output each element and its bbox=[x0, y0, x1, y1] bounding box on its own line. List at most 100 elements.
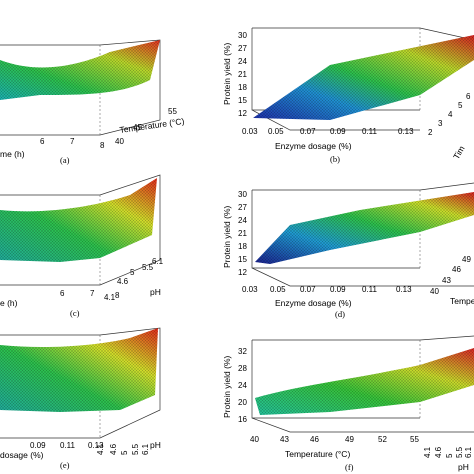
y-tick: 43 bbox=[442, 276, 451, 285]
x-tick: 0.11 bbox=[60, 441, 76, 450]
panel-c: 6 7 8 4.1 4.6 5 5.5 6.1 pH e (h) (c) bbox=[0, 174, 164, 318]
z-tick: 24 bbox=[238, 216, 247, 225]
x-tick: 0.07 bbox=[300, 127, 316, 136]
y-tick: 4.6 bbox=[109, 443, 118, 455]
x-tick: 0.09 bbox=[30, 441, 46, 450]
z-tick: 12 bbox=[238, 109, 247, 118]
x-tick: 7 bbox=[90, 289, 95, 298]
x-tick: 0.13 bbox=[88, 441, 104, 450]
z-tick: 21 bbox=[238, 229, 247, 238]
z-tick: 27 bbox=[238, 44, 247, 53]
z-tick: 32 bbox=[238, 347, 247, 356]
z-axis-label: Protein yield (%) bbox=[222, 205, 232, 268]
x-axis-label: e (h) bbox=[0, 298, 18, 308]
y-tick: 4.6 bbox=[117, 277, 129, 286]
z-tick: 30 bbox=[238, 31, 247, 40]
panel-label: (e) bbox=[60, 460, 70, 470]
panel-d: 30 27 24 21 18 15 12 Protein yield (%) 0… bbox=[222, 182, 474, 319]
x-tick: 6 bbox=[60, 289, 65, 298]
z-tick: 15 bbox=[238, 255, 247, 264]
y-tick: 46 bbox=[452, 265, 461, 274]
x-tick: 0.07 bbox=[300, 285, 316, 294]
z-tick: 18 bbox=[238, 242, 247, 251]
y-tick: 5.5 bbox=[455, 446, 464, 458]
y-tick: 40 bbox=[115, 137, 124, 146]
x-axis-label: Enzyme dosage (%) bbox=[275, 141, 352, 151]
panel-b: 30 27 24 21 18 15 12 Protein yield (%) 0… bbox=[222, 27, 474, 164]
x-axis-label: me (h) bbox=[0, 149, 25, 159]
y-tick: 49 bbox=[462, 255, 471, 264]
y-axis-label: pH bbox=[458, 462, 469, 472]
y-tick: 6.1 bbox=[152, 257, 164, 266]
z-tick: 30 bbox=[238, 190, 247, 199]
panel-label: (d) bbox=[335, 309, 345, 319]
y-axis-label: Temperature (°C) bbox=[119, 116, 185, 135]
x-tick: 0.11 bbox=[362, 127, 378, 136]
panel-label: (c) bbox=[70, 308, 80, 318]
x-tick: 55 bbox=[410, 435, 419, 444]
y-tick: 6.1 bbox=[141, 443, 150, 455]
x-tick: 8 bbox=[100, 141, 105, 150]
x-tick: 0.05 bbox=[268, 127, 284, 136]
x-tick: 0.09 bbox=[330, 285, 346, 294]
x-tick: 0.13 bbox=[396, 285, 412, 294]
z-axis-label: Protein yield (%) bbox=[222, 355, 232, 418]
x-tick: 40 bbox=[250, 435, 259, 444]
y-tick: 5 bbox=[445, 453, 454, 458]
z-tick: 12 bbox=[238, 268, 247, 277]
z-axis-label: Protein yield (%) bbox=[222, 42, 232, 105]
x-tick: 0.09 bbox=[330, 127, 346, 136]
y-tick: 4.1 bbox=[96, 443, 105, 455]
y-tick: 55 bbox=[168, 107, 177, 116]
x-tick: 43 bbox=[280, 435, 289, 444]
x-tick: 0.03 bbox=[242, 285, 258, 294]
x-tick: 0.05 bbox=[270, 285, 286, 294]
y-tick: 40 bbox=[430, 287, 439, 296]
panel-label: (a) bbox=[60, 155, 70, 165]
y-axis-label: Tim bbox=[451, 144, 467, 161]
y-tick: 6.1 bbox=[464, 446, 473, 458]
panel-e: 0.09 0.11 0.13 4.1 4.6 5 5.5 6.1 pH dosa… bbox=[0, 327, 161, 470]
y-tick: 4.6 bbox=[434, 446, 443, 458]
y-axis-label: pH bbox=[150, 287, 161, 297]
x-tick: 0.11 bbox=[362, 285, 378, 294]
x-tick: 52 bbox=[378, 435, 387, 444]
z-tick: 28 bbox=[238, 364, 247, 373]
x-tick: 8 bbox=[115, 291, 120, 300]
panel-f: 32 28 24 20 16 Protein yield (%) 40 43 4… bbox=[222, 335, 474, 472]
x-axis-label: Enzyme dosage (%) bbox=[275, 298, 352, 308]
y-tick: 5 bbox=[458, 101, 463, 110]
y-tick: 5.5 bbox=[131, 443, 140, 455]
x-tick: 0.03 bbox=[242, 127, 258, 136]
x-tick: 46 bbox=[310, 435, 319, 444]
y-axis-label: Tempe bbox=[450, 296, 474, 306]
z-tick: 15 bbox=[238, 96, 247, 105]
y-tick: 4 bbox=[448, 110, 453, 119]
x-axis-label: Temperature (°C) bbox=[285, 449, 350, 459]
x-axis-label: dosage (%) bbox=[0, 450, 44, 460]
x-tick: 49 bbox=[345, 435, 354, 444]
y-tick: 4.1 bbox=[423, 446, 432, 458]
y-tick: 3 bbox=[438, 119, 443, 128]
y-tick: 6 bbox=[466, 92, 471, 101]
y-tick: 5.5 bbox=[142, 263, 154, 272]
z-tick: 18 bbox=[238, 83, 247, 92]
y-tick: 4.1 bbox=[104, 293, 116, 302]
x-tick: 7 bbox=[70, 137, 75, 146]
panel-label: (b) bbox=[330, 154, 340, 164]
x-tick: 6 bbox=[40, 137, 45, 146]
panel-label: (f) bbox=[345, 462, 354, 472]
z-tick: 24 bbox=[238, 381, 247, 390]
z-tick: 24 bbox=[238, 57, 247, 66]
panel-a: 6 7 8 40 45 55 me (h) Temperature (°C) (… bbox=[0, 39, 185, 165]
z-tick: 21 bbox=[238, 70, 247, 79]
x-tick: 0.13 bbox=[398, 127, 414, 136]
y-axis-label: pH bbox=[150, 440, 161, 450]
z-tick: 27 bbox=[238, 203, 247, 212]
y-tick: 2 bbox=[428, 128, 433, 137]
y-tick: 45 bbox=[133, 123, 142, 132]
z-tick: 16 bbox=[238, 415, 247, 424]
y-tick: 5 bbox=[130, 268, 135, 277]
z-tick: 20 bbox=[238, 398, 247, 407]
